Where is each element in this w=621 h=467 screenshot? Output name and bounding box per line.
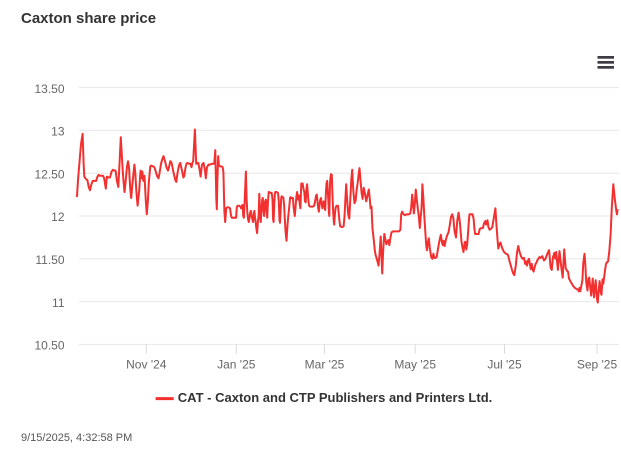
svg-text:Caxton share price: Caxton share price [21, 10, 156, 27]
svg-text:Nov '24: Nov '24 [126, 358, 167, 372]
svg-text:Mar '25: Mar '25 [305, 358, 345, 372]
svg-text:13: 13 [51, 125, 65, 139]
svg-text:Jan '25: Jan '25 [217, 358, 256, 372]
svg-text:CAT - Caxton and CTP Publisher: CAT - Caxton and CTP Publishers and Prin… [178, 390, 492, 405]
svg-text:13.50: 13.50 [34, 82, 64, 96]
svg-text:11: 11 [52, 296, 65, 310]
svg-text:9/15/2025, 4:32:58 PM: 9/15/2025, 4:32:58 PM [21, 432, 132, 444]
svg-text:10.50: 10.50 [34, 339, 64, 353]
svg-text:Sep '25: Sep '25 [577, 358, 618, 372]
svg-text:Jul '25: Jul '25 [487, 358, 522, 372]
svg-text:12.50: 12.50 [34, 167, 64, 181]
svg-text:May '25: May '25 [394, 358, 436, 372]
svg-text:11.50: 11.50 [35, 253, 64, 267]
svg-text:12: 12 [51, 210, 65, 224]
